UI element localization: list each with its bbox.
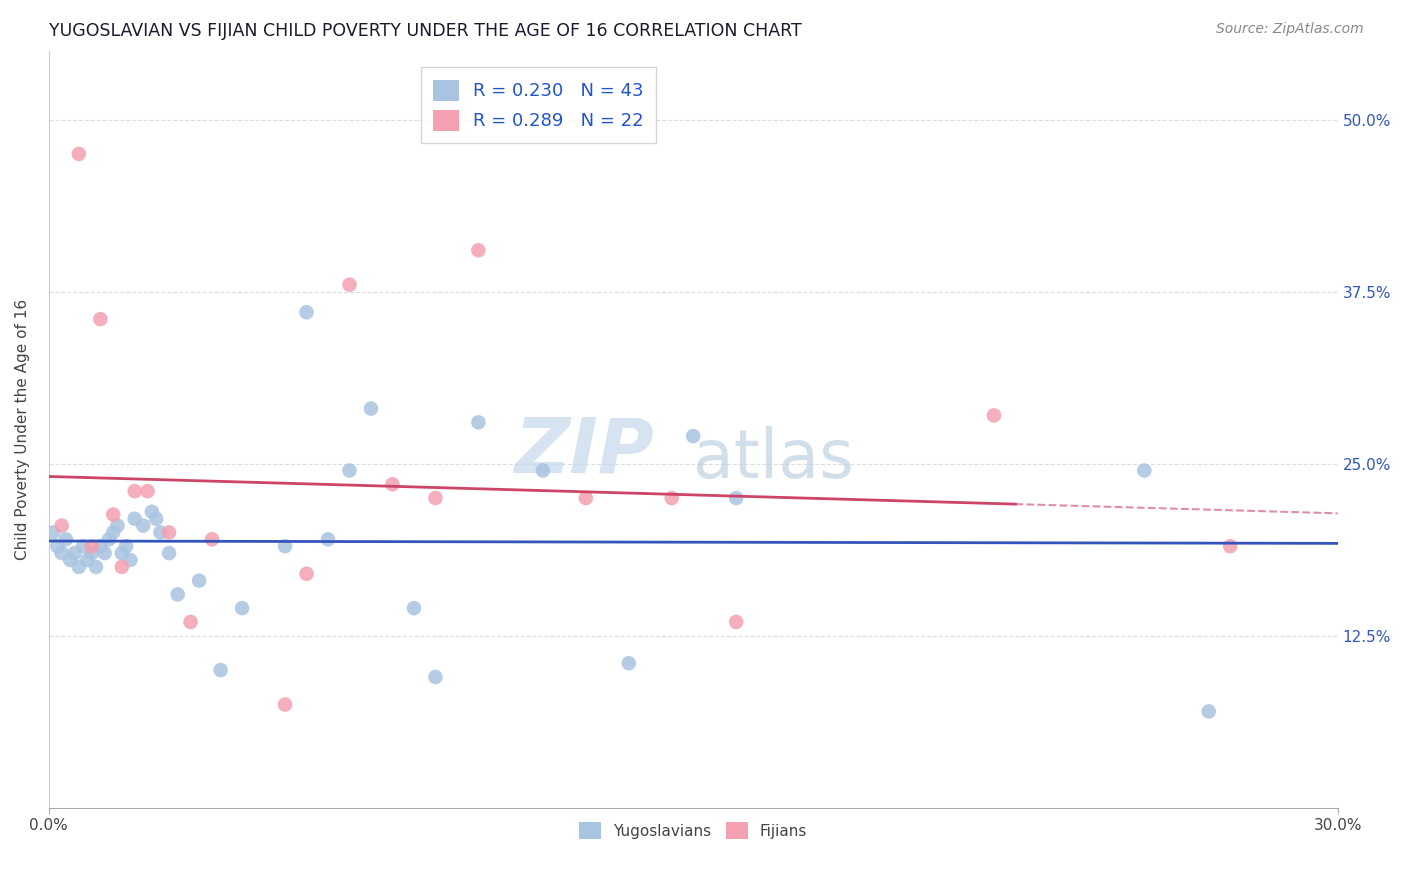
Point bbox=[617, 657, 640, 671]
Point bbox=[107, 518, 129, 533]
Text: ZIP: ZIP bbox=[515, 415, 655, 489]
Point bbox=[93, 546, 115, 560]
Point bbox=[575, 491, 598, 505]
Point bbox=[1133, 463, 1156, 477]
Point bbox=[157, 525, 180, 540]
Point bbox=[124, 511, 146, 525]
Point bbox=[295, 305, 318, 319]
Point bbox=[402, 601, 425, 615]
Point bbox=[84, 559, 107, 574]
Point bbox=[166, 587, 188, 601]
Point bbox=[1219, 539, 1241, 553]
Point bbox=[725, 491, 748, 505]
Point bbox=[425, 670, 447, 684]
Point bbox=[72, 539, 94, 553]
Text: Source: ZipAtlas.com: Source: ZipAtlas.com bbox=[1216, 22, 1364, 37]
Point bbox=[111, 559, 134, 574]
Point bbox=[725, 615, 748, 629]
Point bbox=[339, 463, 361, 477]
Point bbox=[274, 698, 297, 712]
Text: atlas: atlas bbox=[693, 426, 853, 492]
Text: YUGOSLAVIAN VS FIJIAN CHILD POVERTY UNDER THE AGE OF 16 CORRELATION CHART: YUGOSLAVIAN VS FIJIAN CHILD POVERTY UNDE… bbox=[49, 22, 801, 40]
Point bbox=[111, 546, 134, 560]
Point bbox=[103, 525, 125, 540]
Point bbox=[97, 533, 120, 547]
Point bbox=[209, 663, 232, 677]
Point bbox=[115, 539, 138, 553]
Point bbox=[231, 601, 253, 615]
Point bbox=[67, 559, 90, 574]
Point bbox=[89, 539, 111, 553]
Point bbox=[136, 484, 159, 499]
Point bbox=[360, 401, 382, 416]
Point bbox=[51, 518, 73, 533]
Point bbox=[295, 566, 318, 581]
Point bbox=[531, 463, 554, 477]
Point bbox=[983, 409, 1005, 423]
Point bbox=[46, 539, 69, 553]
Point bbox=[274, 539, 297, 553]
Point bbox=[76, 553, 98, 567]
Point bbox=[141, 505, 163, 519]
Point bbox=[51, 546, 73, 560]
Point bbox=[157, 546, 180, 560]
Point bbox=[339, 277, 361, 292]
Point bbox=[55, 533, 77, 547]
Point bbox=[201, 533, 224, 547]
Point bbox=[67, 147, 90, 161]
Point bbox=[132, 518, 155, 533]
Point bbox=[145, 511, 167, 525]
Point bbox=[381, 477, 404, 491]
Point bbox=[149, 525, 172, 540]
Point bbox=[80, 546, 103, 560]
Point bbox=[42, 525, 65, 540]
Point bbox=[120, 553, 142, 567]
Point bbox=[59, 553, 82, 567]
Point bbox=[180, 615, 202, 629]
Point bbox=[467, 415, 489, 429]
Point bbox=[661, 491, 683, 505]
Point bbox=[103, 508, 125, 522]
Point bbox=[188, 574, 211, 588]
Point bbox=[124, 484, 146, 499]
Point bbox=[425, 491, 447, 505]
Point bbox=[682, 429, 704, 443]
Legend: Yugoslavians, Fijians: Yugoslavians, Fijians bbox=[574, 815, 813, 846]
Point bbox=[467, 244, 489, 258]
Point bbox=[1198, 705, 1220, 719]
Point bbox=[80, 539, 103, 553]
Y-axis label: Child Poverty Under the Age of 16: Child Poverty Under the Age of 16 bbox=[15, 299, 30, 560]
Point bbox=[63, 546, 86, 560]
Point bbox=[316, 533, 339, 547]
Point bbox=[89, 312, 111, 326]
